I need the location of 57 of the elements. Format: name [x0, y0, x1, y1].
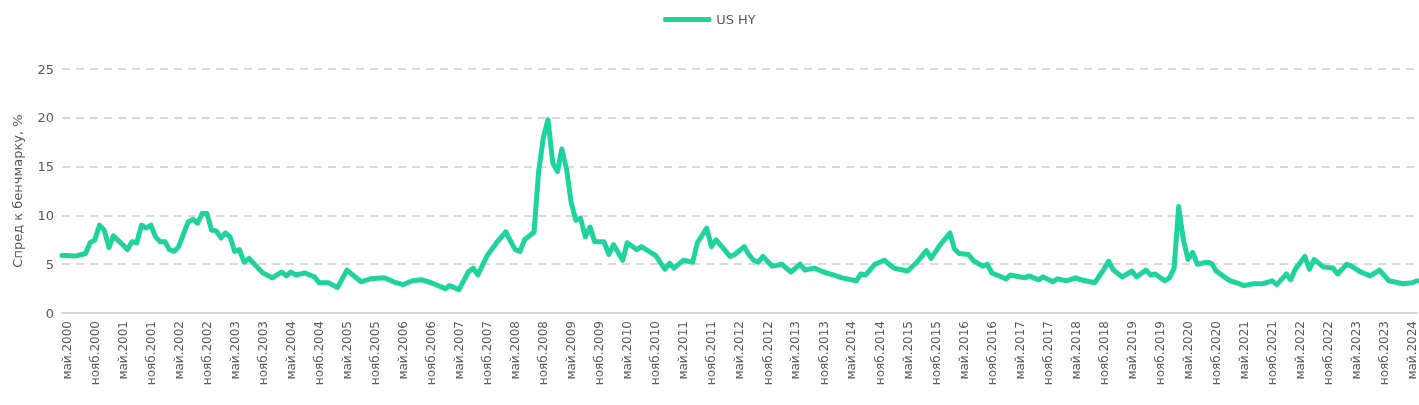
x-tick-label: нояб.2021 [1265, 321, 1280, 386]
x-tick-label: май.2003 [227, 321, 242, 380]
legend-label: US HY [716, 12, 756, 27]
x-tick-label: май.2024 [1405, 321, 1419, 380]
x-tick-label: май.2009 [564, 321, 579, 380]
x-tick-label: май.2017 [1012, 321, 1027, 380]
x-tick-label: май.2012 [732, 321, 747, 380]
x-tick-label: май.2015 [900, 321, 915, 380]
x-tick-label: май.2010 [620, 321, 635, 380]
x-tick-label: нояб.2012 [760, 321, 775, 386]
x-tick-label: нояб.2014 [872, 321, 887, 386]
x-tick-label: май.2020 [1180, 321, 1195, 380]
x-tick-label: нояб.2020 [1209, 321, 1224, 386]
y-tick-label: 20 [37, 110, 54, 126]
x-tick-label: май.2005 [339, 321, 354, 380]
x-tick-label: нояб.2006 [424, 321, 439, 386]
y-tick-label: 5 [45, 256, 54, 272]
x-tick-label: нояб.2003 [255, 321, 270, 386]
x-tick-label: нояб.2017 [1040, 321, 1055, 386]
x-tick-label: май.2006 [395, 321, 410, 380]
x-tick-label: нояб.2016 [984, 321, 999, 386]
x-tick-label: нояб.2005 [368, 321, 383, 386]
x-tick-label: нояб.2015 [928, 321, 943, 386]
x-tick-label: нояб.2007 [480, 321, 495, 386]
x-tick-label: май.2021 [1237, 321, 1251, 380]
x-tick-label: нояб.2001 [143, 321, 158, 386]
x-tick-label: май.2016 [956, 321, 971, 380]
x-tick-label: май.2000 [59, 321, 74, 380]
x-tick-label: нояб.2008 [536, 321, 551, 386]
x-tick-label: май.2023 [1349, 321, 1364, 380]
x-tick-label: май.2019 [1124, 321, 1139, 380]
y-tick-label: 10 [37, 207, 54, 223]
x-tick-label: май.2022 [1293, 321, 1308, 380]
y-tick-label: 25 [37, 61, 54, 77]
x-tick-label: нояб.2010 [648, 321, 663, 386]
x-tick-label: нояб.2002 [199, 321, 214, 386]
x-tick-label: май.2013 [788, 321, 803, 380]
x-tick-label: май.2001 [115, 321, 130, 380]
x-tick-label: нояб.2000 [87, 321, 102, 386]
x-tick-label: май.2002 [171, 321, 186, 380]
y-tick-label: 15 [37, 159, 54, 175]
x-tick-label: май.2018 [1068, 321, 1083, 380]
x-tick-label: нояб.2023 [1377, 321, 1392, 386]
x-tick-label: май.2007 [451, 321, 466, 380]
x-tick-label: нояб.2009 [592, 321, 607, 386]
x-tick-label: май.2011 [676, 321, 691, 380]
x-tick-label: май.2014 [844, 321, 859, 380]
y-axis-title: Спред к бенчмарку, % [10, 114, 25, 268]
x-tick-label: нояб.2019 [1153, 321, 1168, 386]
x-tick-label: нояб.2018 [1097, 321, 1111, 386]
x-tick-label: нояб.2011 [704, 321, 719, 386]
x-tick-label: май.2004 [283, 321, 298, 380]
x-tick-label: нояб.2022 [1321, 321, 1336, 386]
x-tick-label: май.2008 [508, 321, 523, 380]
y-tick-label: 0 [45, 305, 54, 321]
x-tick-label: нояб.2004 [312, 321, 327, 386]
x-tick-label: нояб.2013 [816, 321, 831, 386]
